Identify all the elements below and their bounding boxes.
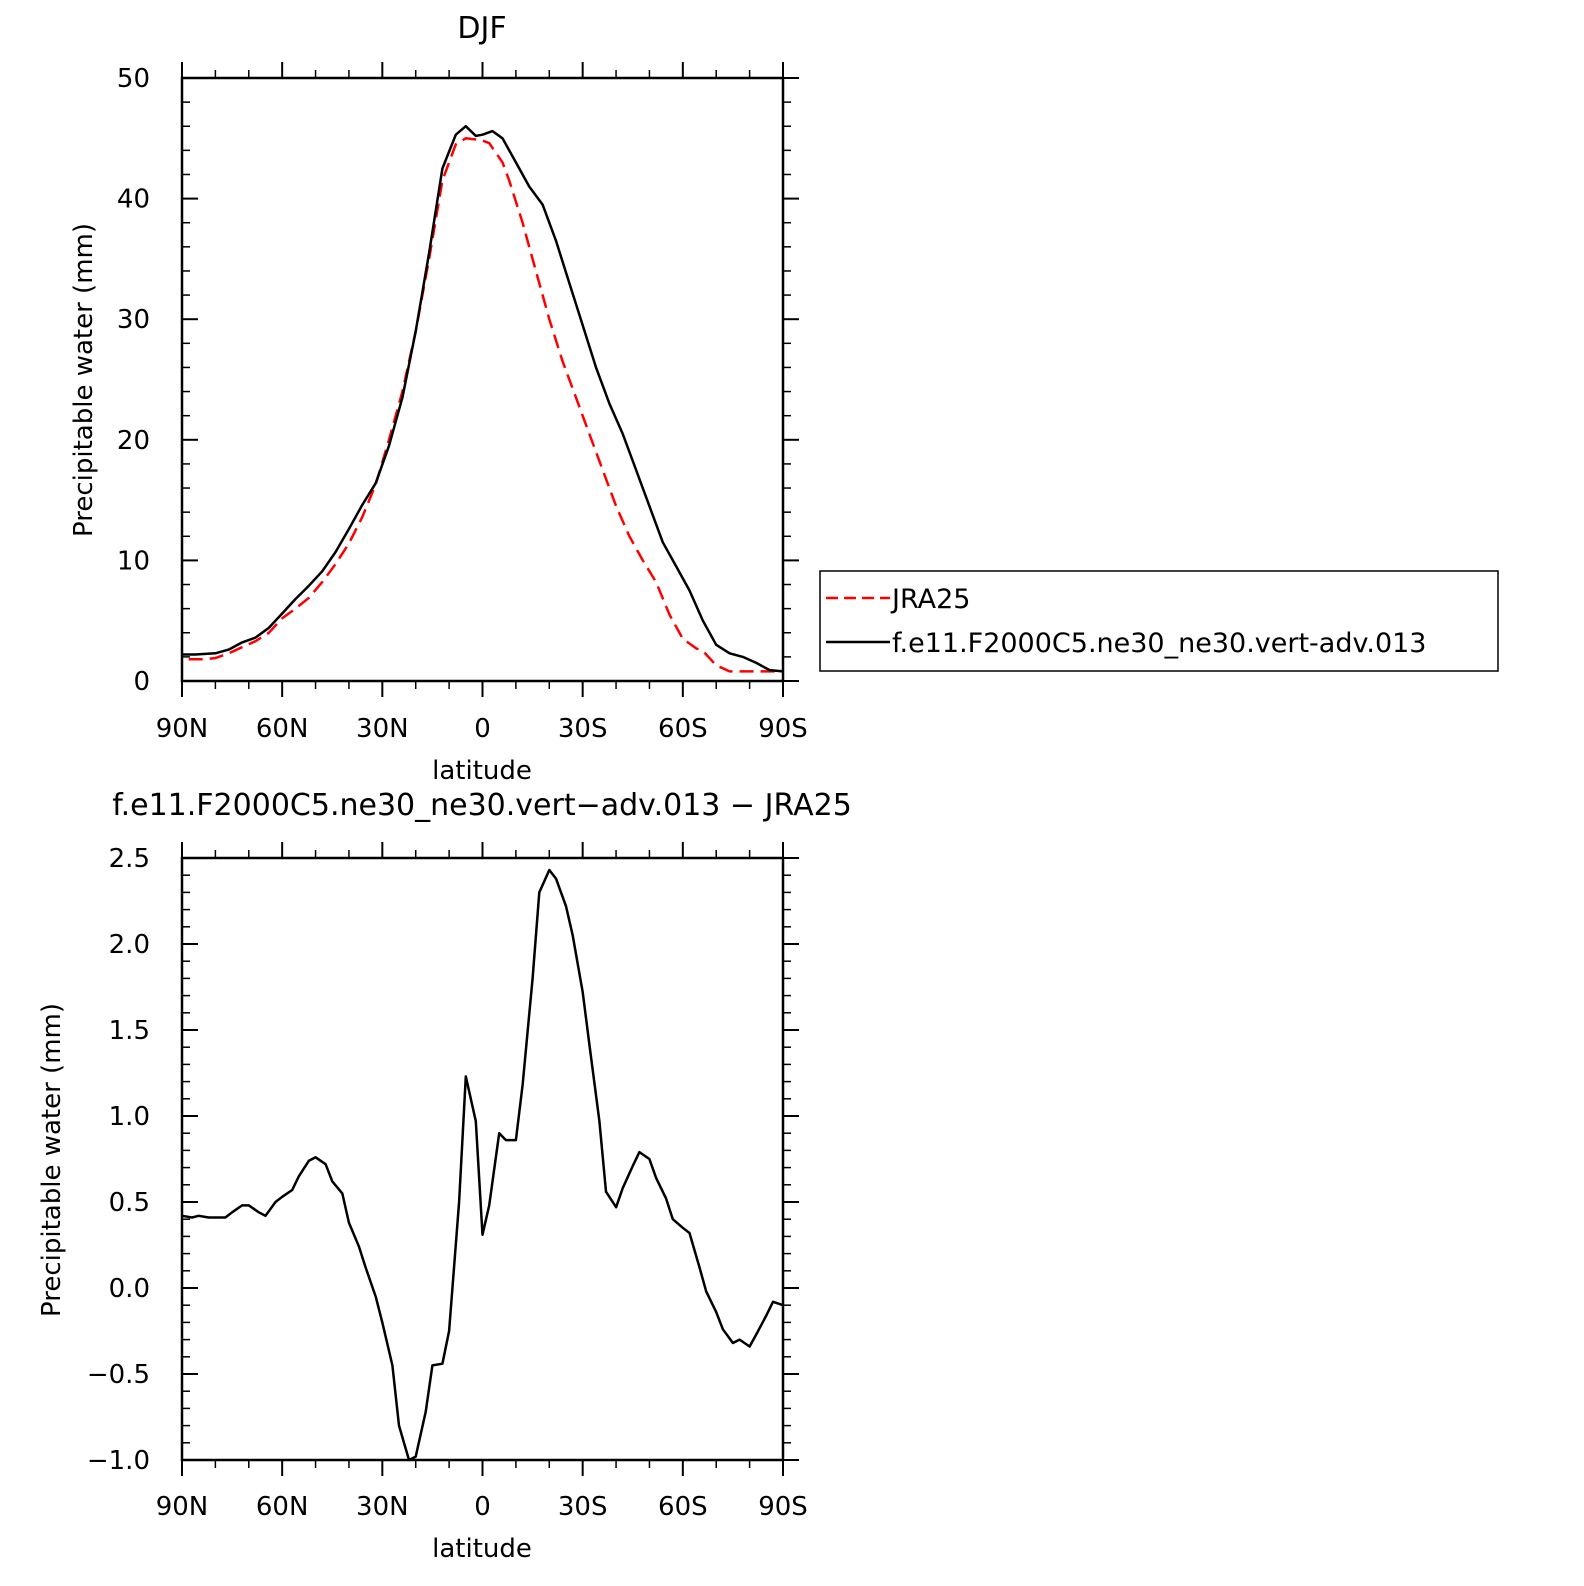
chart-top-ytick-label: 20 xyxy=(117,426,150,456)
chart-bottom-ytick-label: 1.5 xyxy=(109,1016,150,1046)
chart-bottom-xtick-label: 30S xyxy=(558,1492,608,1522)
chart-bottom-series xyxy=(181,868,784,1462)
chart-top-series-line-jra25 xyxy=(188,137,783,673)
chart-top-xtick-label: 30N xyxy=(356,714,409,744)
chart-bottom-xtick-label: 60S xyxy=(658,1492,708,1522)
chart-top-xtick-label: 30S xyxy=(558,714,608,744)
chart-bottom-ylabel: Precipitable water (mm) xyxy=(37,1003,67,1317)
chart-bottom-ytick-label: 2.0 xyxy=(109,930,150,960)
legend-label-model: f.e11.F2000C5.ne30_ne30.vert-adv.013 xyxy=(892,628,1426,659)
chart-bottom-ytick-label: −1.0 xyxy=(87,1446,150,1476)
chart-top-plot-frame xyxy=(180,76,785,683)
chart-bottom-ytick-label: 2.5 xyxy=(109,844,150,874)
chart-top-ytick-label: 50 xyxy=(117,64,150,94)
chart-bottom-ytick-label: −0.5 xyxy=(87,1360,150,1390)
chart-bottom-xtick-label: 90N xyxy=(156,1492,209,1522)
chart-top-xtick-label: 60S xyxy=(658,714,708,744)
legend-label-jra25: JRA25 xyxy=(890,584,970,615)
chart-top-xtick-label: 90N xyxy=(156,714,209,744)
chart-top-xlabel: latitude xyxy=(432,756,532,786)
chart-bottom-ytick-label: 0.0 xyxy=(109,1274,150,1304)
chart-top-xtick-label: 0 xyxy=(474,714,491,744)
chart-top-series xyxy=(182,124,784,673)
chart-top-series-line-model xyxy=(182,124,784,673)
chart-top-ytick-label: 40 xyxy=(117,185,150,215)
chart-bottom: f.e11.F2000C5.ne30_ne30.vert−adv.013 − J… xyxy=(37,788,852,1564)
chart-bottom-ytick-label: 1.0 xyxy=(109,1102,150,1132)
chart-bottom-plot-frame xyxy=(180,856,785,1462)
chart-top-xtick-label: 60N xyxy=(256,714,309,744)
legend: JRA25 f.e11.F2000C5.ne30_ne30.vert-adv.0… xyxy=(819,570,1499,672)
chart-bottom-xtick-label: 60N xyxy=(256,1492,309,1522)
chart-top-title: DJF xyxy=(457,11,506,46)
chart-bottom-xtick-label: 0 xyxy=(474,1492,491,1522)
chart-top: DJF 0 10 20 30 40 50 90N 60N 30N 0 30S 60S 90S latit… xyxy=(69,11,808,786)
chart-bottom-ticks: −1.0 −0.5 0.0 0.5 1.0 1.5 2.0 2.5 90N 60N 30N 0 30S 6… xyxy=(87,842,808,1522)
chart-top-xtick-label: 90S xyxy=(758,714,808,744)
chart-bottom-xtick-label: 30N xyxy=(356,1492,409,1522)
legend-box xyxy=(819,570,1499,672)
chart-top-ytick-label: 30 xyxy=(117,305,150,335)
chart-bottom-ytick-label: 0.5 xyxy=(109,1188,150,1218)
chart-bottom-title: f.e11.F2000C5.ne30_ne30.vert−adv.013 − J… xyxy=(112,788,852,823)
chart-top-ytick-label: 0 xyxy=(133,667,150,697)
chart-top-ytick-label: 10 xyxy=(117,546,150,576)
chart-top-ylabel: Precipitable water (mm) xyxy=(69,223,99,537)
chart-bottom-series-line-difference xyxy=(181,868,784,1462)
chart-top-ticks: 0 10 20 30 40 50 90N 60N 30N 0 30S 60S 90S xyxy=(117,62,808,744)
chart-bottom-xtick-label: 90S xyxy=(758,1492,808,1522)
chart-bottom-xlabel: latitude xyxy=(432,1534,532,1564)
